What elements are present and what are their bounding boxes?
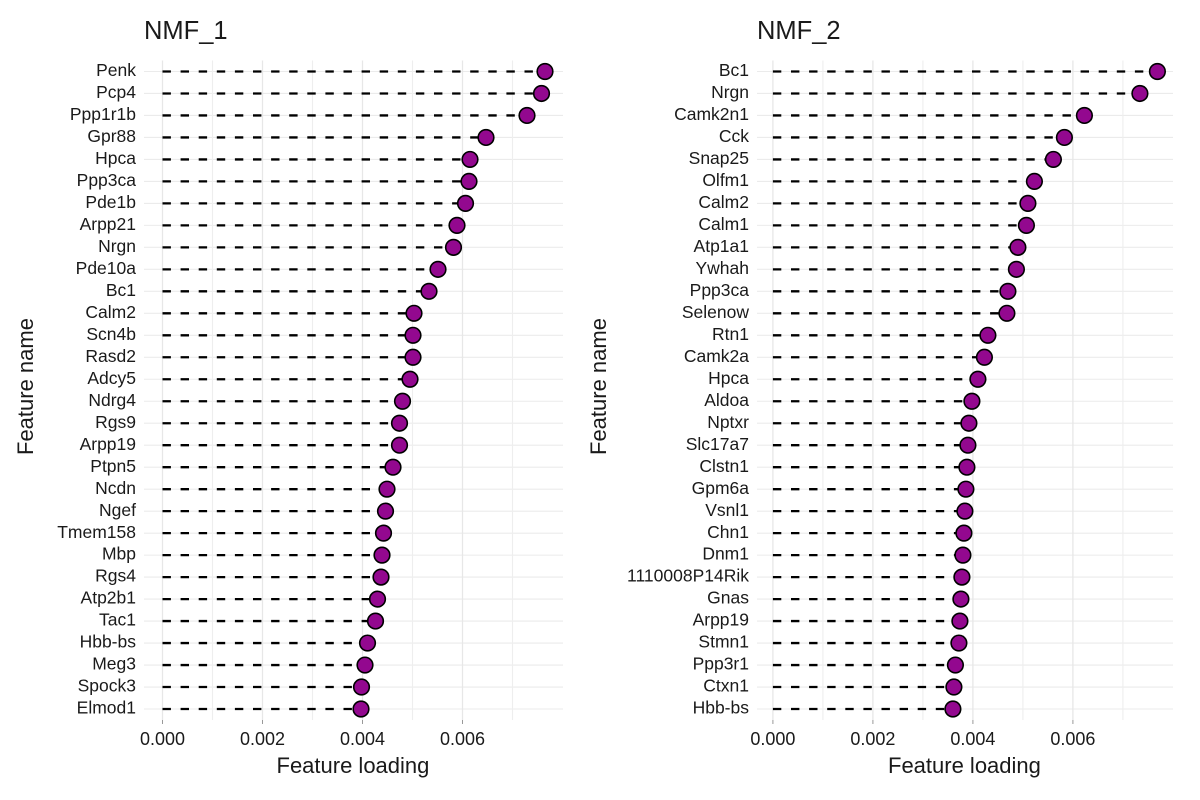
svg-text:Vsnl1: Vsnl1 xyxy=(705,500,749,520)
svg-text:Pde10a: Pde10a xyxy=(76,258,137,278)
svg-text:Pde1b: Pde1b xyxy=(85,192,136,212)
svg-text:Bc1: Bc1 xyxy=(719,60,749,80)
svg-text:Meg3: Meg3 xyxy=(92,654,136,674)
svg-text:Ncdn: Ncdn xyxy=(95,478,136,498)
svg-text:Mbp: Mbp xyxy=(102,544,136,564)
svg-text:Snap25: Snap25 xyxy=(689,148,749,168)
svg-text:Ppp1r1b: Ppp1r1b xyxy=(70,104,136,124)
svg-text:Nrgn: Nrgn xyxy=(711,82,749,102)
svg-text:Tmem158: Tmem158 xyxy=(57,522,136,542)
svg-text:0.002: 0.002 xyxy=(850,729,895,749)
svg-text:Ywhah: Ywhah xyxy=(695,258,749,278)
svg-text:Camk2n1: Camk2n1 xyxy=(674,104,749,124)
svg-text:Ptpn5: Ptpn5 xyxy=(90,456,136,476)
svg-text:Atp2b1: Atp2b1 xyxy=(81,588,136,608)
svg-text:Tac1: Tac1 xyxy=(99,610,136,630)
svg-text:Hpca: Hpca xyxy=(708,368,749,388)
svg-text:0.002: 0.002 xyxy=(240,729,285,749)
svg-text:Ngef: Ngef xyxy=(99,500,136,520)
svg-text:Nptxr: Nptxr xyxy=(707,412,749,432)
svg-text:Elmod1: Elmod1 xyxy=(77,698,136,718)
svg-text:Penk: Penk xyxy=(96,60,136,80)
svg-text:0.000: 0.000 xyxy=(140,729,185,749)
svg-text:Aldoa: Aldoa xyxy=(704,390,749,410)
svg-text:Clstn1: Clstn1 xyxy=(699,456,749,476)
svg-text:Calm2: Calm2 xyxy=(698,192,749,212)
svg-text:Pcp4: Pcp4 xyxy=(96,82,136,102)
svg-text:Nrgn: Nrgn xyxy=(98,236,136,256)
svg-text:Ctxn1: Ctxn1 xyxy=(703,676,749,696)
svg-text:Adcy5: Adcy5 xyxy=(87,368,136,388)
svg-text:Ppp3r1: Ppp3r1 xyxy=(693,654,749,674)
svg-text:Olfm1: Olfm1 xyxy=(702,170,749,190)
svg-text:Selenow: Selenow xyxy=(682,302,749,322)
svg-text:Spock3: Spock3 xyxy=(78,676,136,696)
svg-text:0.006: 0.006 xyxy=(1050,729,1095,749)
svg-text:Slc17a7: Slc17a7 xyxy=(686,434,749,454)
svg-text:0.000: 0.000 xyxy=(750,729,795,749)
svg-text:Chn1: Chn1 xyxy=(707,522,749,542)
svg-text:Ppp3ca: Ppp3ca xyxy=(690,280,750,300)
svg-text:Ndrg4: Ndrg4 xyxy=(88,390,136,410)
svg-text:Gnas: Gnas xyxy=(707,588,749,608)
svg-text:Ppp3ca: Ppp3ca xyxy=(77,170,137,190)
svg-text:Rgs4: Rgs4 xyxy=(95,566,136,586)
svg-text:0.004: 0.004 xyxy=(340,729,385,749)
svg-text:Atp1a1: Atp1a1 xyxy=(694,236,749,256)
svg-text:Gpm6a: Gpm6a xyxy=(692,478,750,498)
svg-text:Calm1: Calm1 xyxy=(698,214,749,234)
svg-text:Hbb-bs: Hbb-bs xyxy=(693,698,750,718)
svg-text:Hpca: Hpca xyxy=(95,148,136,168)
svg-text:Rgs9: Rgs9 xyxy=(95,412,136,432)
svg-text:1110008P14Rik: 1110008P14Rik xyxy=(627,566,749,586)
svg-text:Bc1: Bc1 xyxy=(106,280,136,300)
svg-text:Hbb-bs: Hbb-bs xyxy=(80,632,137,652)
svg-text:0.006: 0.006 xyxy=(440,729,485,749)
svg-text:Arpp19: Arpp19 xyxy=(80,434,136,454)
svg-text:Cck: Cck xyxy=(719,126,749,146)
svg-text:Gpr88: Gpr88 xyxy=(87,126,136,146)
svg-text:Scn4b: Scn4b xyxy=(86,324,136,344)
svg-text:0.004: 0.004 xyxy=(950,729,995,749)
svg-text:Arpp19: Arpp19 xyxy=(693,610,749,630)
svg-text:Rtn1: Rtn1 xyxy=(712,324,749,344)
svg-text:Camk2a: Camk2a xyxy=(684,346,749,366)
svg-text:Dnm1: Dnm1 xyxy=(702,544,749,564)
svg-text:Rasd2: Rasd2 xyxy=(85,346,136,366)
svg-text:Stmn1: Stmn1 xyxy=(698,632,749,652)
svg-text:Calm2: Calm2 xyxy=(85,302,136,322)
svg-text:Arpp21: Arpp21 xyxy=(80,214,136,234)
